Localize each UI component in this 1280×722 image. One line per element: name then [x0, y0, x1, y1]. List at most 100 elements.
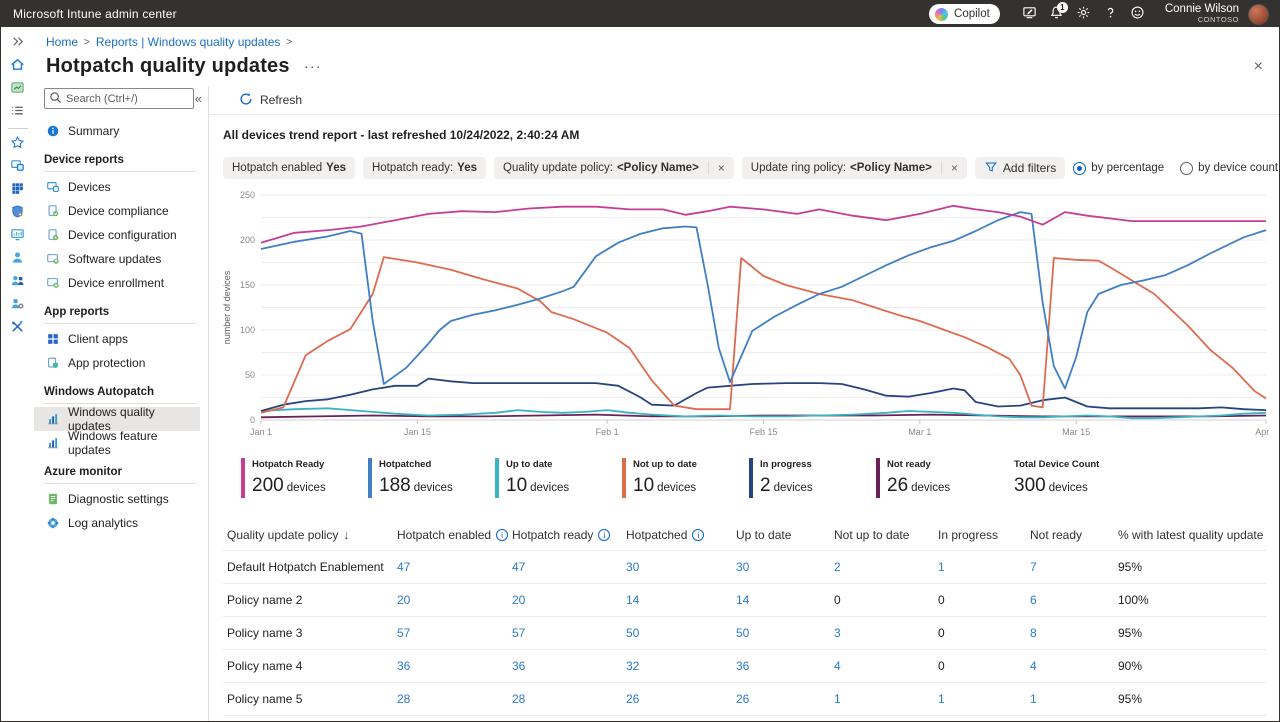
overflow-menu-icon[interactable]: ··· [303, 58, 322, 75]
rail-home-icon[interactable] [5, 55, 31, 77]
column-header-up-to-date[interactable]: Up to date [732, 520, 830, 551]
gear-button[interactable] [1070, 3, 1097, 25]
count-value-link[interactable]: 36 [736, 659, 750, 673]
avatar[interactable] [1248, 3, 1269, 25]
sidebar-item-windows-feature-updates[interactable]: Windows feature updates [34, 429, 200, 457]
count-value-link[interactable]: 57 [397, 626, 411, 640]
rail-users-icon[interactable] [5, 248, 31, 270]
sidebar-item-device-enrollment[interactable]: Device enrollment [34, 271, 200, 295]
column-header--with-latest-quality-update[interactable]: % with latest quality update [1114, 520, 1267, 551]
info-icon[interactable]: i [692, 529, 705, 541]
count-value-link[interactable]: 1 [1030, 692, 1037, 706]
count-cell[interactable]: 1 [830, 682, 934, 716]
count-cell[interactable]: 20 [508, 583, 622, 617]
count-cell[interactable]: 3 [830, 616, 934, 650]
filter-pill[interactable]: Hotpatch ready: Yes [362, 157, 486, 179]
remove-filter-icon[interactable]: × [707, 161, 725, 175]
count-value-link[interactable]: 28 [397, 692, 411, 706]
count-cell[interactable]: 36 [508, 649, 622, 683]
count-cell[interactable]: 30 [732, 550, 830, 584]
rail-troubleshooting-icon[interactable] [5, 317, 31, 339]
filter-pill[interactable]: Quality update policy: <Policy Name> × [494, 157, 734, 179]
sort-descending-icon[interactable]: ↓ [343, 528, 350, 542]
count-cell[interactable]: 26 [732, 682, 830, 716]
rail-reports-icon[interactable] [5, 225, 31, 247]
count-value-link[interactable]: 6 [1030, 593, 1037, 607]
breadcrumb-link[interactable]: Reports | Windows quality updates [95, 35, 281, 49]
rail-collapse-icon[interactable] [5, 32, 31, 54]
count-value-link[interactable]: 57 [512, 626, 526, 640]
count-value-link[interactable]: 7 [1030, 560, 1037, 574]
feedback-button[interactable] [1016, 3, 1043, 25]
count-value-link[interactable]: 32 [626, 659, 640, 673]
collapse-sidenav-icon[interactable]: « [194, 91, 202, 106]
rail-devices-icon[interactable] [5, 156, 31, 178]
count-value-link[interactable]: 50 [736, 626, 750, 640]
filter-pill[interactable]: Update ring policy: <Policy Name> × [741, 157, 967, 179]
radio-unselected-icon[interactable] [1180, 161, 1194, 175]
count-cell[interactable]: 20 [393, 583, 508, 617]
sidebar-item-app-protection[interactable]: App protection [34, 351, 200, 375]
breadcrumb-link[interactable]: Home [46, 35, 79, 49]
sidebar-item-log-analytics[interactable]: Log analytics [34, 511, 200, 535]
count-value-link[interactable]: 1 [834, 692, 841, 706]
count-cell[interactable]: 36 [393, 649, 508, 683]
column-header-hotpatch-enabled[interactable]: Hotpatch enabled i [393, 520, 508, 551]
count-value-link[interactable]: 2 [834, 560, 841, 574]
count-value-link[interactable]: 47 [397, 560, 411, 574]
count-value-link[interactable]: 30 [736, 560, 750, 574]
rail-all-services-icon[interactable] [5, 101, 31, 123]
column-header-in-progress[interactable]: In progress [934, 520, 1026, 551]
bell-button[interactable]: 1 [1043, 2, 1070, 25]
count-value-link[interactable]: 26 [736, 692, 750, 706]
count-cell[interactable]: 1 [934, 682, 1026, 716]
column-header-quality-update-policy[interactable]: Quality update policy ↓ [223, 520, 393, 551]
count-cell[interactable]: 14 [622, 583, 732, 617]
count-cell[interactable]: 28 [508, 682, 622, 716]
count-cell[interactable]: 7 [1026, 550, 1114, 584]
count-value-link[interactable]: 1 [938, 692, 945, 706]
count-cell[interactable]: 32 [622, 649, 732, 683]
count-value-link[interactable]: 14 [626, 593, 640, 607]
count-value-link[interactable]: 26 [626, 692, 640, 706]
count-cell[interactable]: 50 [622, 616, 732, 650]
count-value-link[interactable]: 47 [512, 560, 526, 574]
sidebar-item-devices[interactable]: Devices [34, 175, 200, 199]
sidebar-item-software-updates[interactable]: Software updates [34, 247, 200, 271]
column-header-hotpatch-ready[interactable]: Hotpatch ready i [508, 520, 622, 551]
add-filters-button[interactable]: Add filters [974, 157, 1066, 179]
sidebar-item-diagnostic-settings[interactable]: Diagnostic settings [34, 487, 200, 511]
info-icon[interactable]: i [598, 529, 611, 541]
count-value-link[interactable]: 1 [938, 560, 945, 574]
column-header-not-ready[interactable]: Not ready [1026, 520, 1114, 551]
sidebar-item-device-compliance[interactable]: Device compliance [34, 199, 200, 223]
count-value-link[interactable]: 28 [512, 692, 526, 706]
sidebar-item-summary[interactable]: Summary [34, 119, 200, 143]
filter-pill[interactable]: Hotpatch enabled Yes [223, 157, 355, 179]
rail-tenant-admin-icon[interactable] [5, 294, 31, 316]
rail-favorites-icon[interactable] [5, 133, 31, 155]
count-cell[interactable]: 1 [1026, 682, 1114, 716]
sidebar-item-device-configuration[interactable]: Device configuration [34, 223, 200, 247]
count-value-link[interactable]: 36 [397, 659, 411, 673]
count-value-link[interactable]: 20 [512, 593, 526, 607]
rail-dashboard-icon[interactable] [5, 78, 31, 100]
column-header-not-up-to-date[interactable]: Not up to date [830, 520, 934, 551]
count-value-link[interactable]: 4 [1030, 659, 1037, 673]
count-cell[interactable]: 28 [393, 682, 508, 716]
count-value-link[interactable]: 36 [512, 659, 526, 673]
count-cell[interactable]: 57 [393, 616, 508, 650]
refresh-button[interactable]: Refresh [209, 86, 1279, 115]
count-cell[interactable]: 36 [732, 649, 830, 683]
count-value-link[interactable]: 8 [1030, 626, 1037, 640]
close-icon[interactable]: × [1253, 57, 1263, 75]
count-cell[interactable]: 4 [830, 649, 934, 683]
sidebar-item-client-apps[interactable]: Client apps [34, 327, 200, 351]
count-value-link[interactable]: 50 [626, 626, 640, 640]
count-value-link[interactable]: 3 [834, 626, 841, 640]
column-header-hotpatched[interactable]: Hotpatched i [622, 520, 732, 551]
count-cell[interactable]: 47 [508, 550, 622, 584]
info-icon[interactable]: i [496, 529, 508, 541]
view-option-by-device-count[interactable]: by device count [1180, 161, 1278, 175]
count-cell[interactable]: 26 [622, 682, 732, 716]
